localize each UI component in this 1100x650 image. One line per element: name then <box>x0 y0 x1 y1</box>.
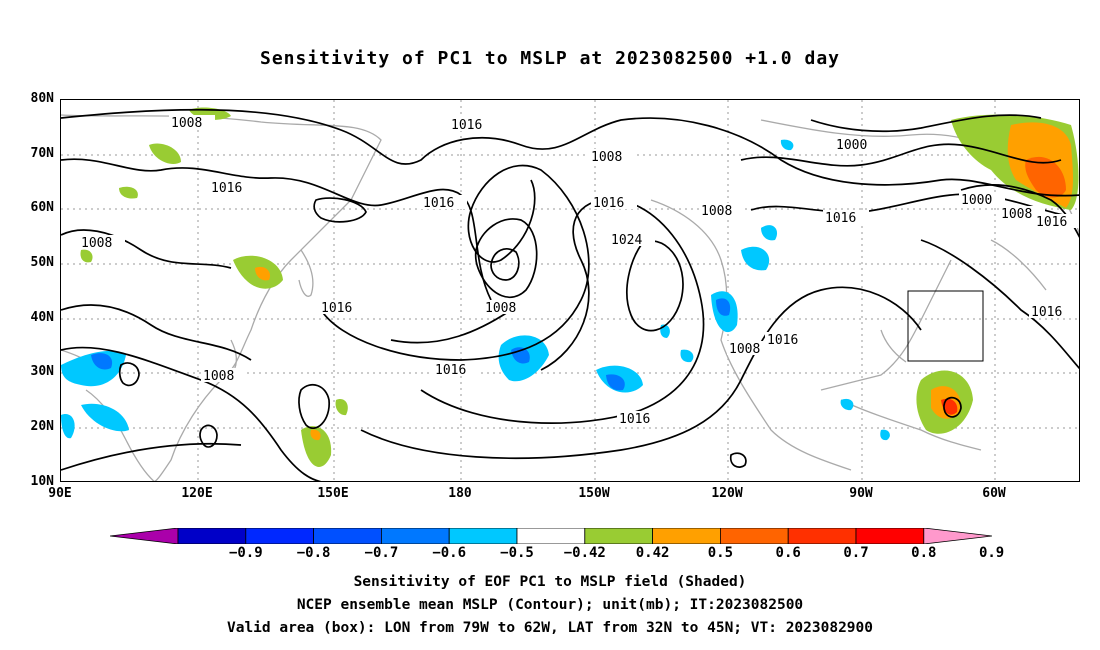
contour-label: 1016 <box>1031 305 1062 320</box>
colorbar-arrow-low <box>109 527 179 545</box>
shade-positive <box>335 399 348 416</box>
shade-negative <box>680 349 694 363</box>
lat-label-40n: 40N <box>30 310 54 325</box>
lat-label-20n: 20N <box>30 419 54 434</box>
contour-label: 1016 <box>423 196 454 211</box>
shade-negative <box>840 398 854 411</box>
colorbar-box <box>313 527 382 545</box>
caption-contour: NCEP ensemble mean MSLP (Contour); unit(… <box>296 597 804 613</box>
contour-label: 1008 <box>591 150 622 165</box>
colorbar-arrow-high <box>923 527 993 545</box>
lon-label-60w: 60W <box>982 486 1006 501</box>
map-panel: 1008 1016 1008 1000 1016 1016 1008 1016 … <box>60 99 1080 482</box>
colorbar-box <box>787 527 857 545</box>
contour-labels: 1008 1016 1008 1000 1016 1016 1008 1016 … <box>79 115 1079 427</box>
colorbar-tick-label: 0.7 <box>843 545 869 561</box>
colorbar-box <box>177 527 247 545</box>
colorbar-tick-label: 0.9 <box>978 545 1005 561</box>
contour-label: 1000 <box>961 193 992 208</box>
lat-label-30n: 30N <box>30 364 54 379</box>
colorbar-box <box>720 527 789 545</box>
lon-label-180: 180 <box>448 486 472 501</box>
colorbar-box <box>855 527 925 545</box>
contour-label: 1024 <box>611 233 642 248</box>
shade-negative <box>880 429 890 441</box>
shade-negative <box>91 353 113 370</box>
colorbar-tick-label: 0.8 <box>911 545 937 561</box>
contour-label: 1016 <box>211 181 242 196</box>
shade-positive <box>149 143 181 165</box>
colorbar-box <box>448 527 518 545</box>
map-title: Sensitivity of PC1 to MSLP at 2023082500… <box>259 48 840 69</box>
colorbar-box <box>245 527 315 545</box>
contour-label: 1008 <box>81 236 112 251</box>
sensitivity-shading <box>61 107 1079 467</box>
contour-label: 1008 <box>1001 207 1032 222</box>
contour-label: 1008 <box>701 204 732 219</box>
caption-valid-area: Valid area (box): LON from 79W to 62W, L… <box>226 620 873 636</box>
colorbar-tick-label: −0.5 <box>500 545 534 561</box>
contour-label: 1016 <box>451 118 482 133</box>
map-canvas: 1008 1016 1008 1000 1016 1016 1008 1016 … <box>61 100 1079 481</box>
shade-positive <box>80 249 93 263</box>
contour-label: 1016 <box>825 211 856 226</box>
contour-label: 1008 <box>729 342 760 357</box>
shade-positive <box>1025 156 1066 198</box>
colorbar-tick-label: 0.42 <box>635 545 670 561</box>
shade-negative <box>780 139 794 151</box>
colorbar-tick-label: −0.6 <box>432 545 467 561</box>
shade-positive <box>310 429 321 441</box>
colorbar-tick-label: −0.8 <box>296 545 331 561</box>
lon-label-90e: 90E <box>48 486 72 501</box>
colorbar-tick-label: 0.6 <box>775 545 801 561</box>
contour-label: 1008 <box>171 116 202 131</box>
contour-label: 1016 <box>593 196 624 211</box>
lat-label-70n: 70N <box>30 146 54 161</box>
colorbar <box>109 527 993 545</box>
lat-label-60n: 60N <box>30 200 54 215</box>
colorbar-tick-label: −0.7 <box>364 545 399 561</box>
lat-label-50n: 50N <box>30 255 54 270</box>
contour-label: 1008 <box>203 369 234 384</box>
lat-label-10n: 10N <box>30 474 54 489</box>
shade-positive <box>255 266 271 281</box>
caption-shaded: Sensitivity of EOF PC1 to MSLP field (Sh… <box>353 574 747 590</box>
lon-label-150w: 150W <box>578 486 610 501</box>
shade-negative <box>81 403 129 432</box>
colorbar-tick-label: −0.9 <box>228 545 263 561</box>
colorbar-box <box>584 527 653 545</box>
lon-label-120w: 120W <box>711 486 743 501</box>
shade-negative <box>61 414 75 439</box>
colorbar-box <box>516 527 586 545</box>
contour-label: 1016 <box>767 333 798 348</box>
shade-positive <box>119 186 138 199</box>
contour-label: 1000 <box>836 138 867 153</box>
contour-label: 1016 <box>321 301 352 316</box>
lon-label-150e: 150E <box>317 486 349 501</box>
shade-negative <box>606 374 625 391</box>
contour-label: 1016 <box>1036 215 1067 230</box>
colorbar-tick-label: 0.5 <box>707 545 734 561</box>
valid-area-box <box>907 290 984 362</box>
lon-label-90w: 90W <box>849 486 873 501</box>
lon-label-120e: 120E <box>181 486 213 501</box>
colorbar-svg <box>109 527 993 545</box>
lat-label-80n: 80N <box>30 91 54 106</box>
contour-label: 1016 <box>619 412 650 427</box>
contour-label: 1008 <box>485 301 516 316</box>
colorbar-box <box>652 527 721 545</box>
shade-negative <box>761 225 778 241</box>
colorbar-tick-label: −0.42 <box>563 545 606 561</box>
shade-positive <box>301 426 332 467</box>
shade-negative <box>741 246 770 271</box>
grid-lines <box>61 100 1079 481</box>
contour-label: 1016 <box>435 363 466 378</box>
shade-negative <box>716 298 731 316</box>
colorbar-box <box>380 527 450 545</box>
